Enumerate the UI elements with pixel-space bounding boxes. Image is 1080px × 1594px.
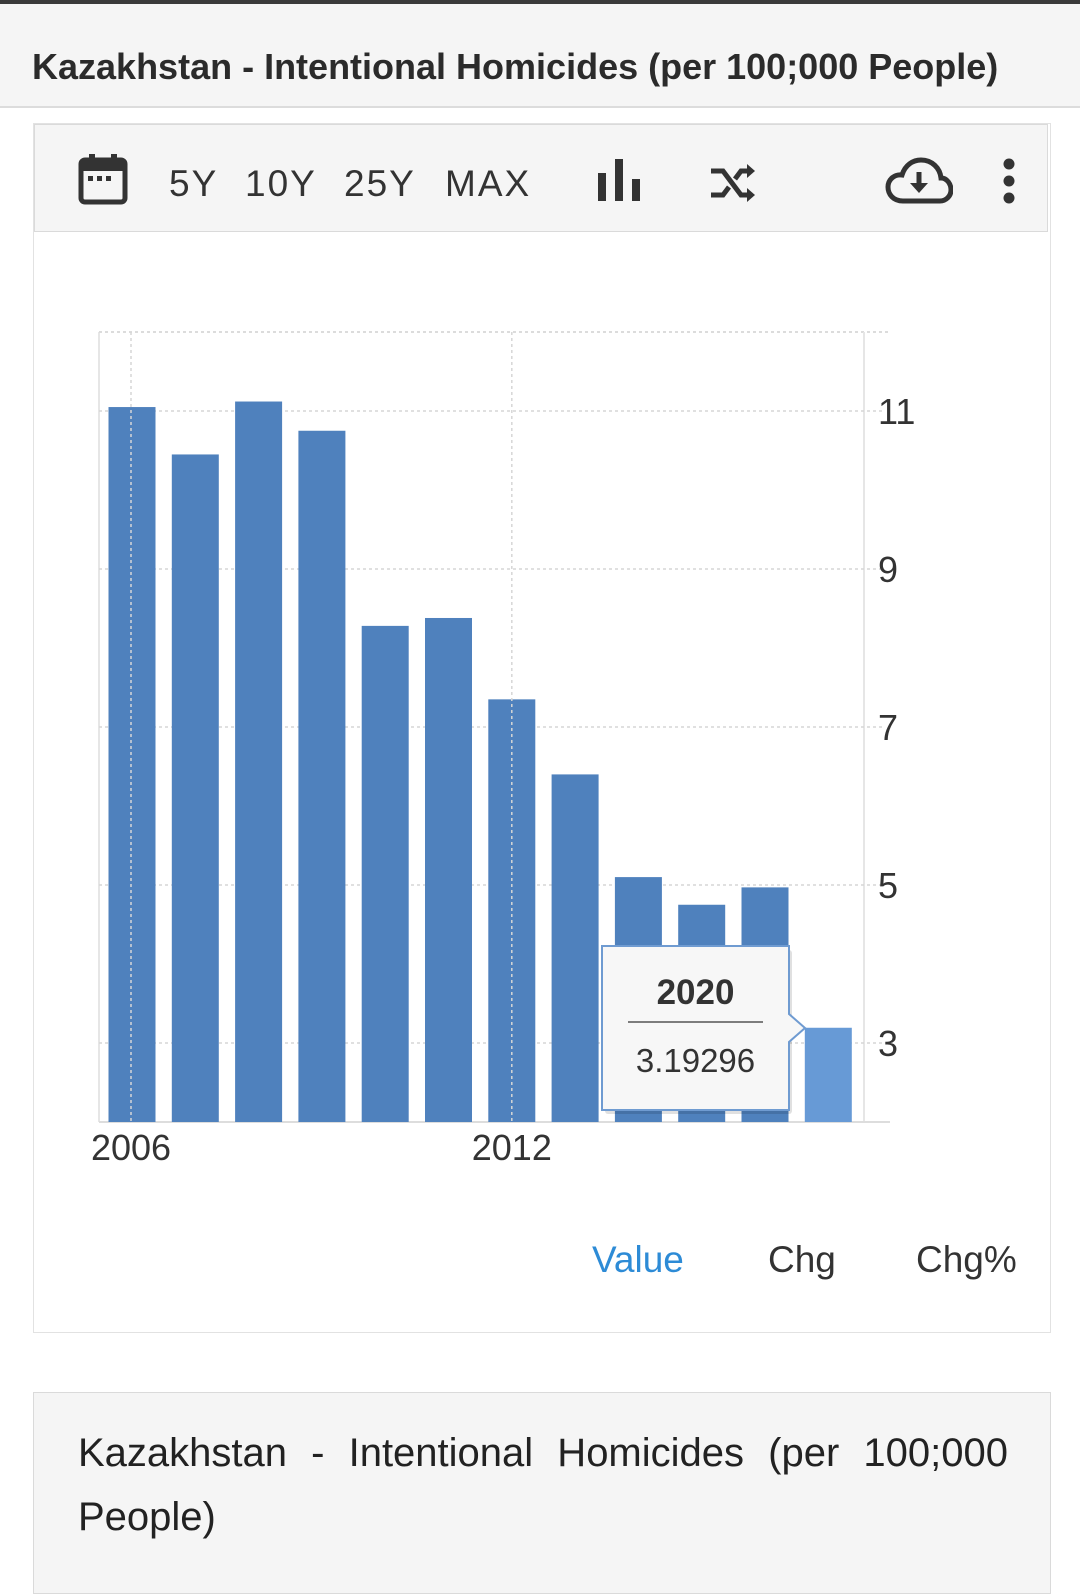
y-tick-label: 3	[878, 1023, 898, 1064]
y-tick-label: 9	[878, 549, 898, 590]
tab-chg[interactable]: Chg	[768, 1239, 836, 1280]
tooltip: 2020 3.19296	[601, 945, 807, 1114]
bar-chart: 3 5 7 9 11 2006 2012 2020 3.19296	[91, 331, 915, 1168]
bar-2020	[804, 1027, 852, 1122]
shuffle-icon[interactable]	[709, 163, 757, 208]
tab-chg-percent[interactable]: Chg%	[916, 1239, 1017, 1280]
chart-toolbar: 5Y 10Y 25Y MAX	[34, 124, 1048, 232]
bar-2006	[108, 407, 156, 1122]
tooltip-box	[601, 945, 807, 1111]
bar-2009	[298, 430, 346, 1122]
bar-2007	[171, 454, 219, 1122]
bar-2013	[551, 774, 599, 1122]
y-tick-label: 11	[878, 391, 915, 432]
chart-card: 5Y 10Y 25Y MAX	[33, 123, 1051, 1333]
more-vertical-icon[interactable]	[1002, 158, 1016, 209]
y-tick-label: 7	[878, 707, 898, 748]
cloud-download-icon[interactable]	[885, 157, 954, 210]
y-tick-label: 5	[878, 865, 898, 906]
range-10y[interactable]: 10Y	[245, 163, 317, 204]
range-25y[interactable]: 25Y	[344, 163, 416, 204]
description-card: Kazakhstan - Intentional Homicides (per …	[33, 1392, 1051, 1594]
tooltip-year: 2020	[657, 973, 735, 1012]
page-header: Kazakhstan - Intentional Homicides (per …	[0, 4, 1080, 108]
tooltip-value: 3.19296	[636, 1042, 755, 1079]
range-max[interactable]: MAX	[445, 163, 532, 204]
bar-2010	[361, 625, 409, 1122]
range-5y[interactable]: 5Y	[169, 163, 219, 204]
top-edge	[0, 0, 1080, 4]
calendar-icon[interactable]	[78, 153, 128, 210]
page-title: Kazakhstan - Intentional Homicides (per …	[32, 46, 999, 87]
bar-chart-icon[interactable]	[597, 159, 643, 206]
x-tick-label: 2012	[472, 1127, 552, 1168]
x-tick-label: 2006	[91, 1127, 171, 1168]
tab-value[interactable]: Value	[592, 1239, 684, 1280]
description-text: Kazakhstan - Intentional Homicides (per …	[78, 1431, 1008, 1539]
bar-2008	[235, 401, 283, 1122]
bar-2011	[425, 617, 472, 1122]
